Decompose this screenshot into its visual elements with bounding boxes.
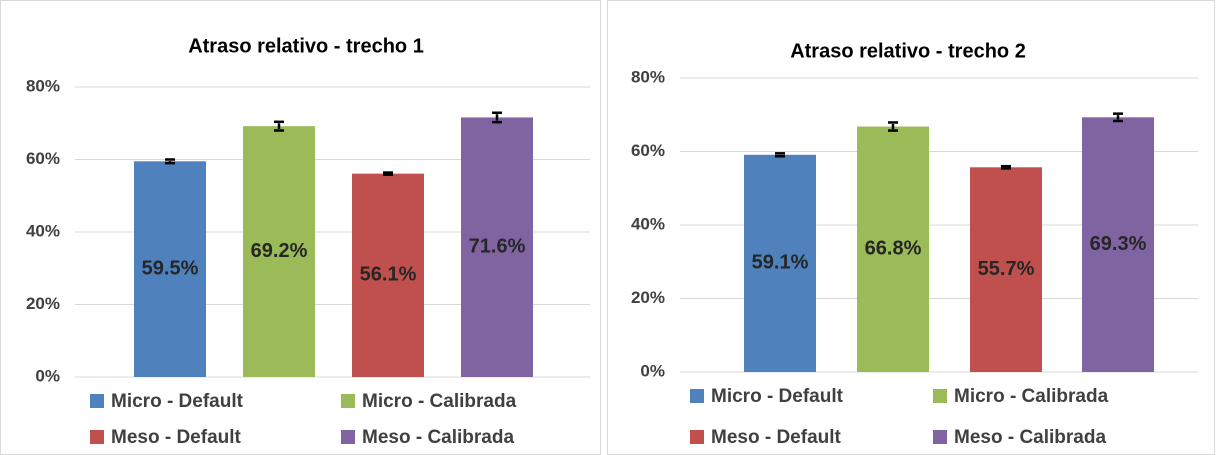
bar — [134, 161, 206, 377]
y-tick-label: 60% — [631, 141, 665, 160]
y-tick-label: 80% — [26, 76, 60, 95]
error-bar — [775, 152, 785, 158]
legend-swatch — [933, 389, 947, 403]
chart-title: Atraso relativo - trecho 2 — [790, 40, 1026, 62]
error-bar — [888, 121, 898, 132]
y-tick-label: 20% — [631, 288, 665, 307]
y-tick-label: 60% — [26, 149, 60, 168]
legend-swatch — [690, 389, 704, 403]
error-bar — [492, 111, 502, 124]
data-label: 71.6% — [469, 236, 526, 258]
y-tick-label: 20% — [26, 294, 60, 313]
legend-label: Micro - Calibrada — [954, 386, 1109, 407]
bar — [243, 126, 315, 378]
chart-title: Atraso relativo - trecho 1 — [188, 35, 424, 57]
data-label: 69.2% — [251, 240, 308, 262]
legend-label: Micro - Default — [111, 391, 244, 412]
legend-swatch — [690, 430, 704, 444]
legend-label: Meso - Default — [111, 427, 242, 448]
error-bar — [274, 120, 284, 132]
data-label: 55.7% — [978, 258, 1035, 280]
data-label: 59.1% — [752, 252, 809, 274]
bar — [461, 117, 533, 377]
error-bar — [383, 171, 393, 176]
legend-label: Meso - Calibrada — [954, 427, 1106, 448]
legend-swatch — [90, 394, 104, 408]
bar — [970, 167, 1042, 372]
data-label: 59.5% — [142, 257, 199, 279]
bar — [744, 154, 816, 372]
legend-label: Meso - Default — [711, 427, 842, 448]
error-bar — [165, 158, 175, 165]
y-tick-label: 40% — [631, 214, 665, 233]
data-label: 69.3% — [1090, 233, 1147, 255]
legend-swatch — [933, 430, 947, 444]
data-label: 66.8% — [865, 238, 922, 260]
legend-swatch — [90, 430, 104, 444]
legend-swatch — [341, 430, 355, 444]
y-tick-label: 0% — [640, 361, 665, 380]
legend-label: Meso - Calibrada — [362, 427, 514, 448]
bar — [1082, 117, 1154, 372]
legend-swatch — [341, 394, 355, 408]
legend-label: Micro - Default — [711, 386, 844, 407]
bar — [857, 126, 929, 372]
error-bar — [1001, 164, 1011, 170]
legend-label: Micro - Calibrada — [362, 391, 517, 412]
y-tick-label: 80% — [631, 67, 665, 86]
y-tick-label: 40% — [26, 221, 60, 240]
error-bar — [1113, 112, 1123, 123]
bar — [352, 173, 424, 377]
data-label: 56.1% — [360, 264, 417, 286]
y-tick-label: 0% — [35, 366, 60, 385]
